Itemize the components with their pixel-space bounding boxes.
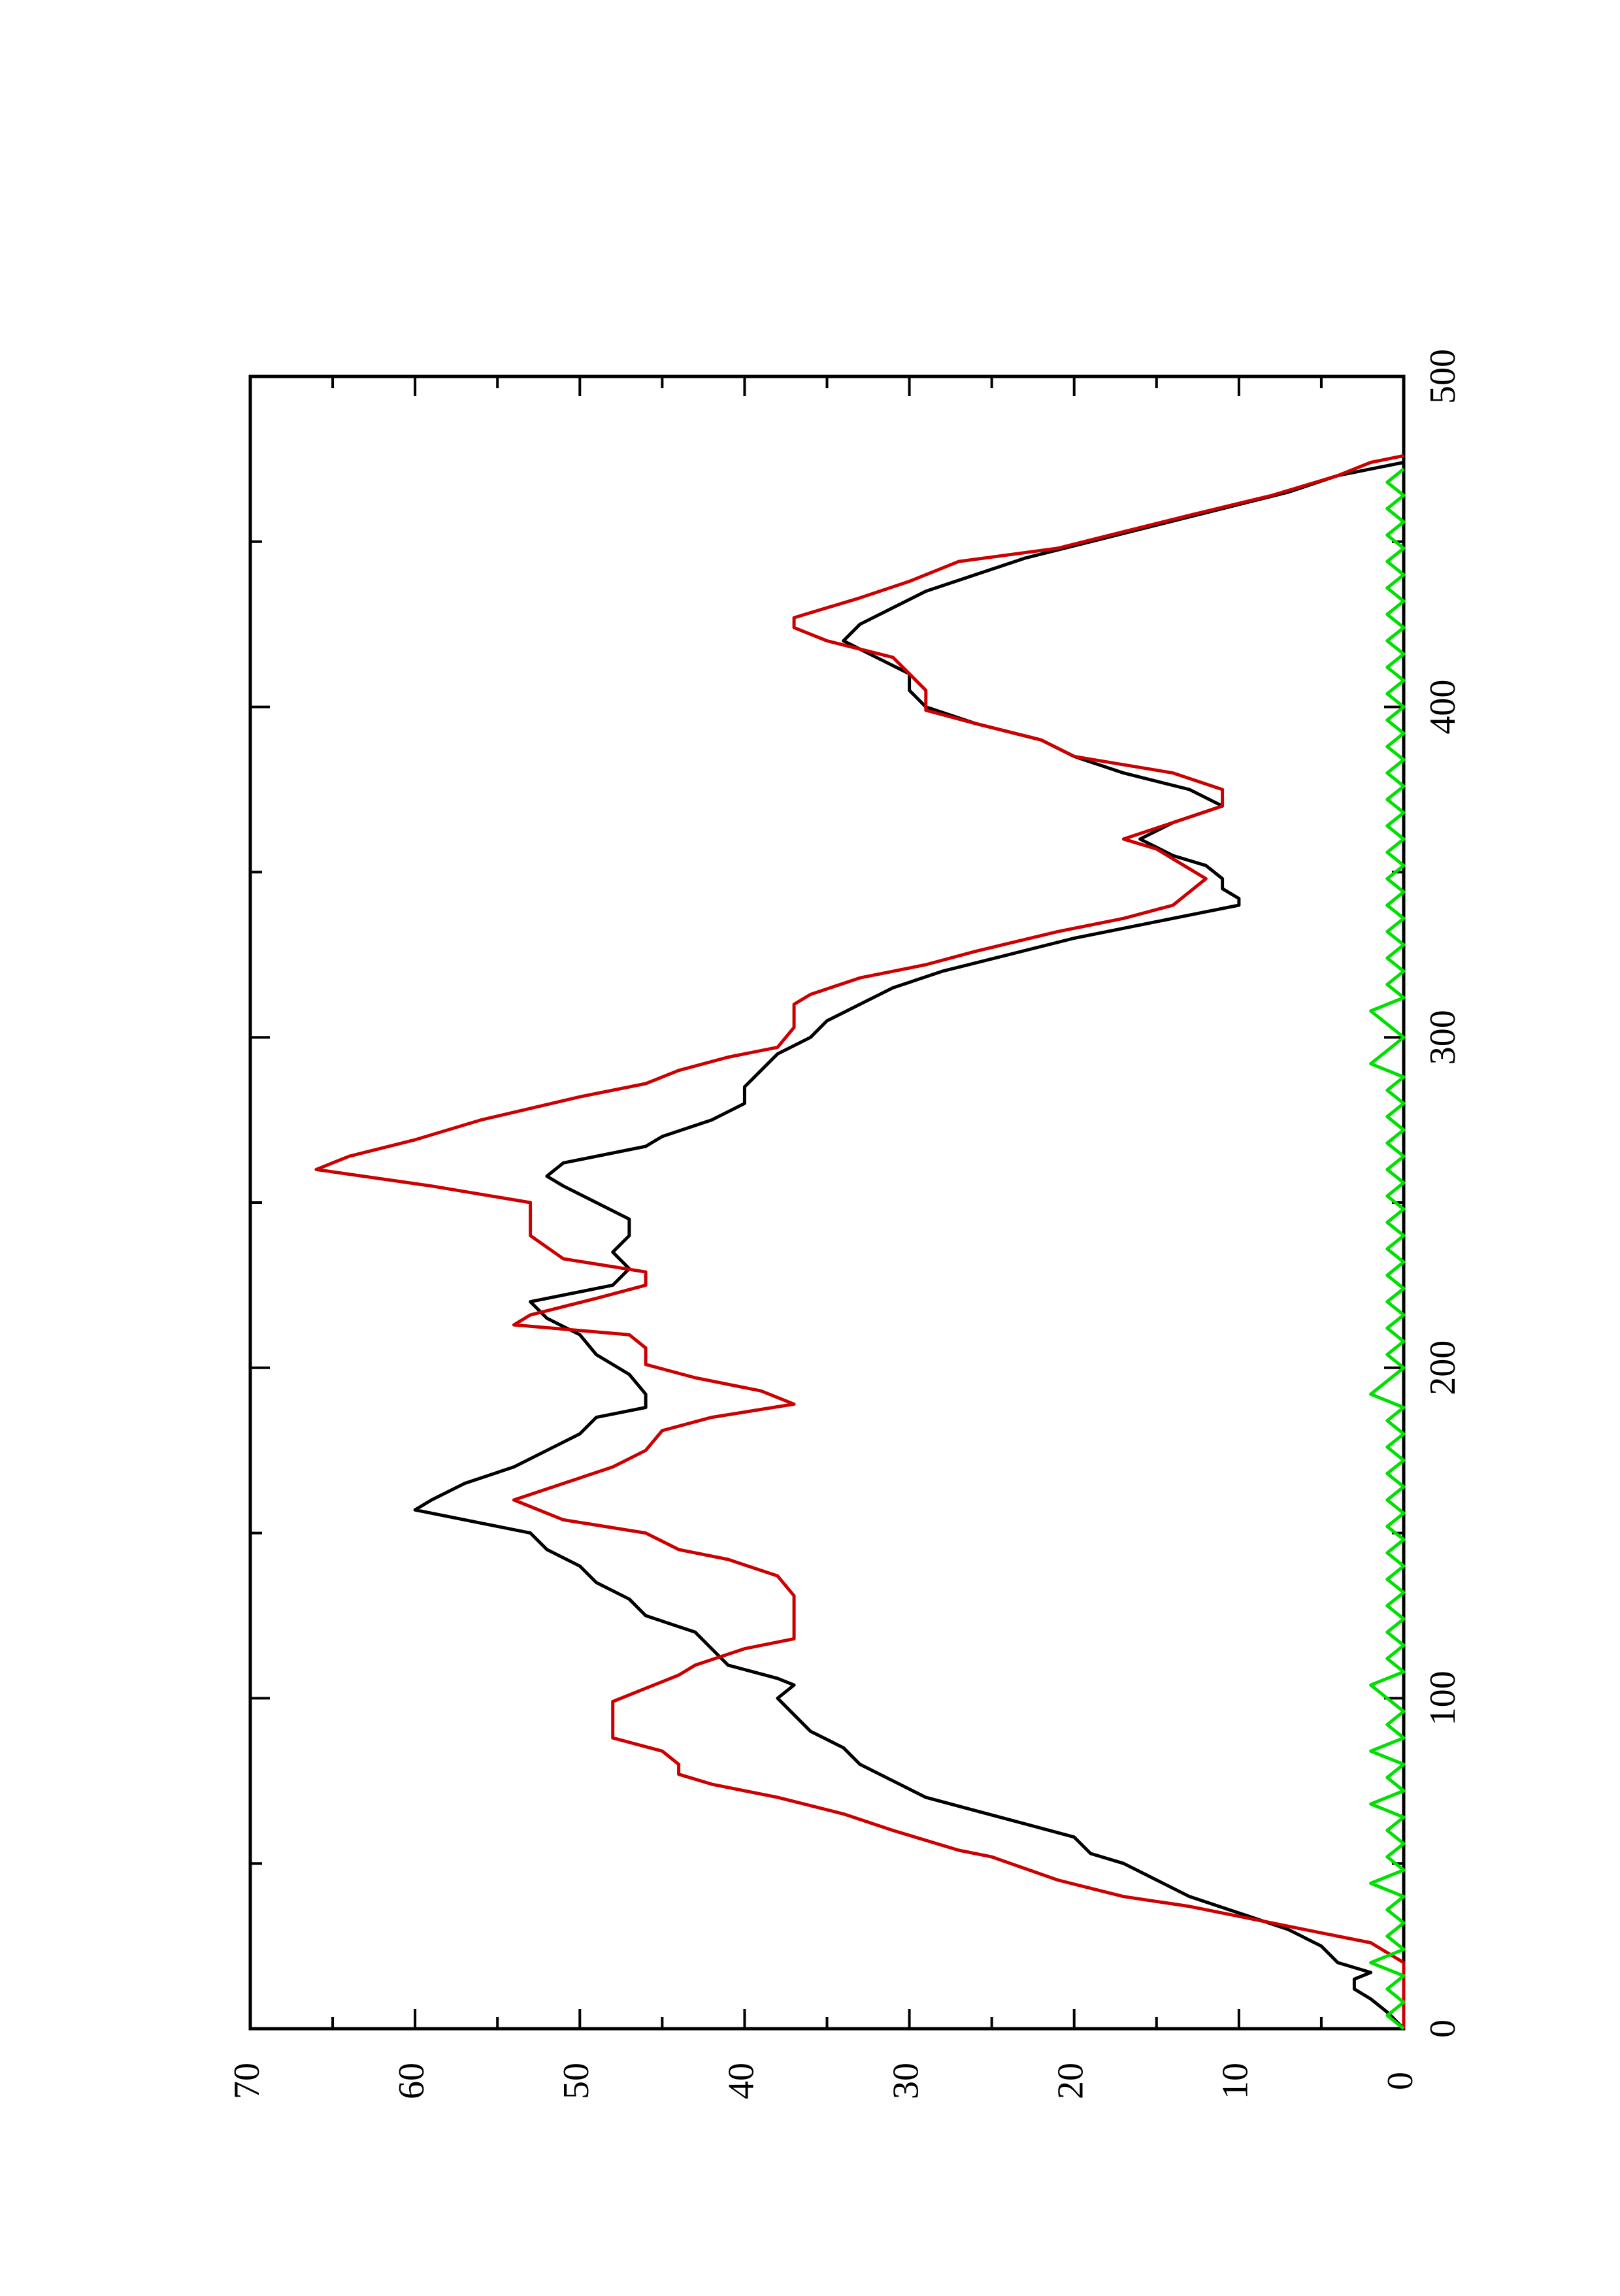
y-tick-label: 10 <box>1215 2063 1256 2099</box>
x-tick-label: 500 <box>1423 349 1463 404</box>
y-tick-label: 30 <box>885 2063 926 2099</box>
series-green-line <box>1369 467 1406 2030</box>
series-red-line <box>314 454 1406 2029</box>
y-tick-label: 50 <box>556 2063 597 2099</box>
x-tick-label: 200 <box>1423 1340 1463 1395</box>
series-layer <box>314 454 1406 2030</box>
axes-layer: 0 100 200 300 400 500 0 10 20 30 40 50 60 70 <box>227 349 1463 2099</box>
x-tick-label: 100 <box>1423 1671 1463 1725</box>
y-tick-label: 60 <box>391 2063 432 2099</box>
y-tick-label: 70 <box>227 2063 267 2099</box>
y-tick-label: 0 <box>1380 2072 1421 2090</box>
x-tick-label: 400 <box>1423 680 1463 735</box>
x-tick-label: 0 <box>1423 2020 1463 2038</box>
y-tick-label: 20 <box>1051 2063 1091 2099</box>
plot-frame <box>248 374 1406 2031</box>
y-tick-label: 40 <box>721 2063 761 2099</box>
series-black-line <box>413 461 1405 2030</box>
x-tick-label: 300 <box>1423 1010 1463 1065</box>
